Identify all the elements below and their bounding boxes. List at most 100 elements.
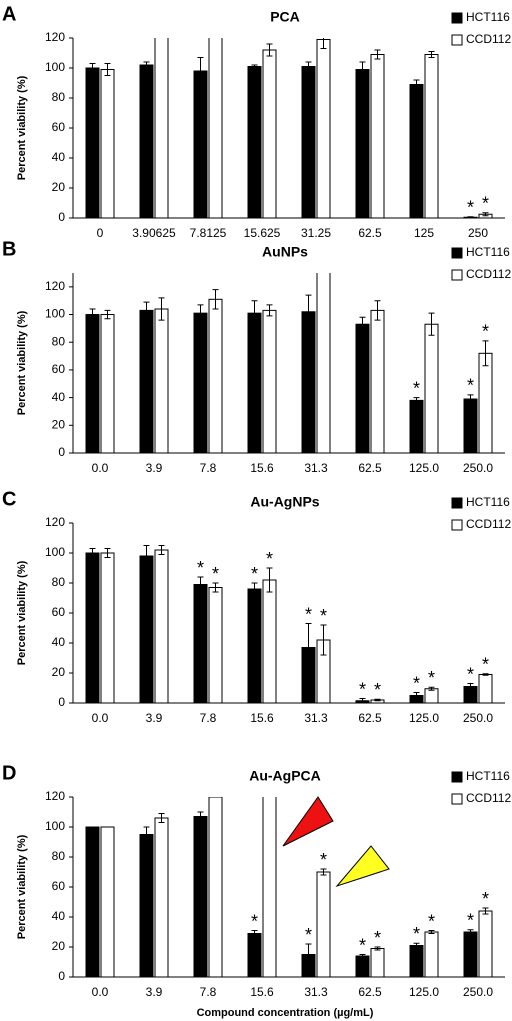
bar	[85, 552, 100, 703]
x-tick-label: 7.8125	[190, 226, 227, 240]
bar	[154, 549, 169, 703]
y-tick-label: 40	[52, 390, 66, 404]
significance-star: *	[482, 322, 489, 342]
error-bar	[158, 813, 165, 823]
bar	[478, 674, 493, 703]
significance-star: *	[266, 549, 273, 569]
panel-label: C	[2, 488, 16, 510]
error-bar	[305, 294, 312, 329]
error-bar	[143, 545, 150, 567]
error-bar	[374, 698, 381, 702]
error-bar	[104, 63, 111, 76]
bar	[262, 797, 277, 977]
error-bar	[89, 308, 96, 321]
bar	[247, 588, 262, 703]
x-tick-label: 125	[414, 226, 434, 240]
bar	[463, 398, 478, 453]
bar	[100, 314, 115, 453]
bar	[247, 312, 262, 453]
x-tick-label: 15.6	[250, 461, 274, 475]
x-tick-label: 250	[468, 226, 488, 240]
error-bar	[143, 826, 150, 843]
x-tick-label: 250.0	[463, 985, 493, 999]
bar	[316, 39, 331, 218]
significance-star: *	[320, 606, 327, 626]
significance-star: *	[305, 604, 312, 624]
panel-label: A	[2, 3, 16, 25]
bar	[316, 871, 331, 977]
error-bar	[158, 545, 165, 555]
legend-label: HCT116	[466, 245, 510, 259]
y-tick-label: 60	[52, 362, 66, 376]
significance-star: *	[413, 673, 420, 693]
error-bar	[359, 698, 366, 703]
bar	[463, 931, 478, 977]
error-bar	[467, 394, 474, 404]
bar	[301, 66, 316, 218]
bar	[409, 945, 424, 977]
bar	[355, 323, 370, 453]
error-bar	[320, 38, 327, 49]
error-bar	[104, 548, 111, 558]
y-tick-label: 120	[45, 30, 65, 44]
bar	[208, 38, 223, 218]
y-tick-label: 0	[58, 445, 65, 459]
y-tick-label: 20	[52, 939, 66, 953]
y-tick-label: 60	[52, 879, 66, 893]
error-bar	[413, 942, 420, 949]
error-bar	[266, 304, 273, 317]
error-bar	[104, 309, 111, 320]
significance-star: *	[251, 911, 258, 931]
x-tick-label: 62.5	[358, 461, 382, 475]
y-tick-label: 100	[45, 545, 65, 559]
x-tick-label: 0.0	[92, 711, 109, 725]
error-bar	[428, 686, 435, 691]
significance-star: *	[374, 928, 381, 948]
error-bar	[359, 316, 366, 332]
y-tick-label: 80	[52, 90, 66, 104]
significance-star: *	[251, 564, 258, 584]
chart-title: AuNPs	[262, 244, 308, 260]
y-tick-label: 40	[52, 150, 66, 164]
legend-swatch	[451, 34, 463, 46]
error-bar	[374, 946, 381, 951]
error-bar	[359, 954, 366, 958]
x-tick-label: 250.0	[463, 711, 493, 725]
bar	[100, 69, 115, 218]
bar	[355, 69, 370, 218]
x-tick-label: 15.625	[244, 226, 281, 240]
bar	[424, 323, 439, 453]
bar	[262, 579, 277, 703]
bar	[193, 584, 208, 703]
y-tick-label: 0	[58, 210, 65, 224]
legend-label: CCD112	[466, 791, 511, 805]
bar	[139, 309, 154, 453]
x-tick-label: 3.9	[146, 461, 163, 475]
error-bar	[374, 300, 381, 321]
bar	[208, 797, 223, 977]
panel-label: B	[2, 238, 16, 260]
x-tick-label: 125.0	[409, 711, 439, 725]
bar	[208, 298, 223, 453]
bar	[424, 931, 439, 977]
error-bar	[467, 683, 474, 690]
significance-star: *	[482, 655, 489, 675]
y-tick-label: 120	[45, 789, 65, 803]
y-tick-label: 100	[45, 60, 65, 74]
bar	[139, 834, 154, 977]
y-axis-title: Percent viability (%)	[16, 560, 28, 665]
significance-star: *	[197, 558, 204, 578]
significance-star: *	[482, 194, 489, 214]
bar	[139, 555, 154, 703]
significance-star: *	[467, 198, 474, 218]
error-bar	[251, 930, 258, 937]
bar	[208, 587, 223, 703]
error-bar	[266, 567, 273, 593]
legend-swatch	[451, 793, 463, 805]
error-bar	[251, 300, 258, 327]
x-tick-label: 0.0	[92, 461, 109, 475]
bar	[100, 826, 115, 977]
bar	[85, 314, 100, 453]
y-tick-label: 100	[45, 307, 65, 321]
legend-swatch	[451, 247, 463, 259]
